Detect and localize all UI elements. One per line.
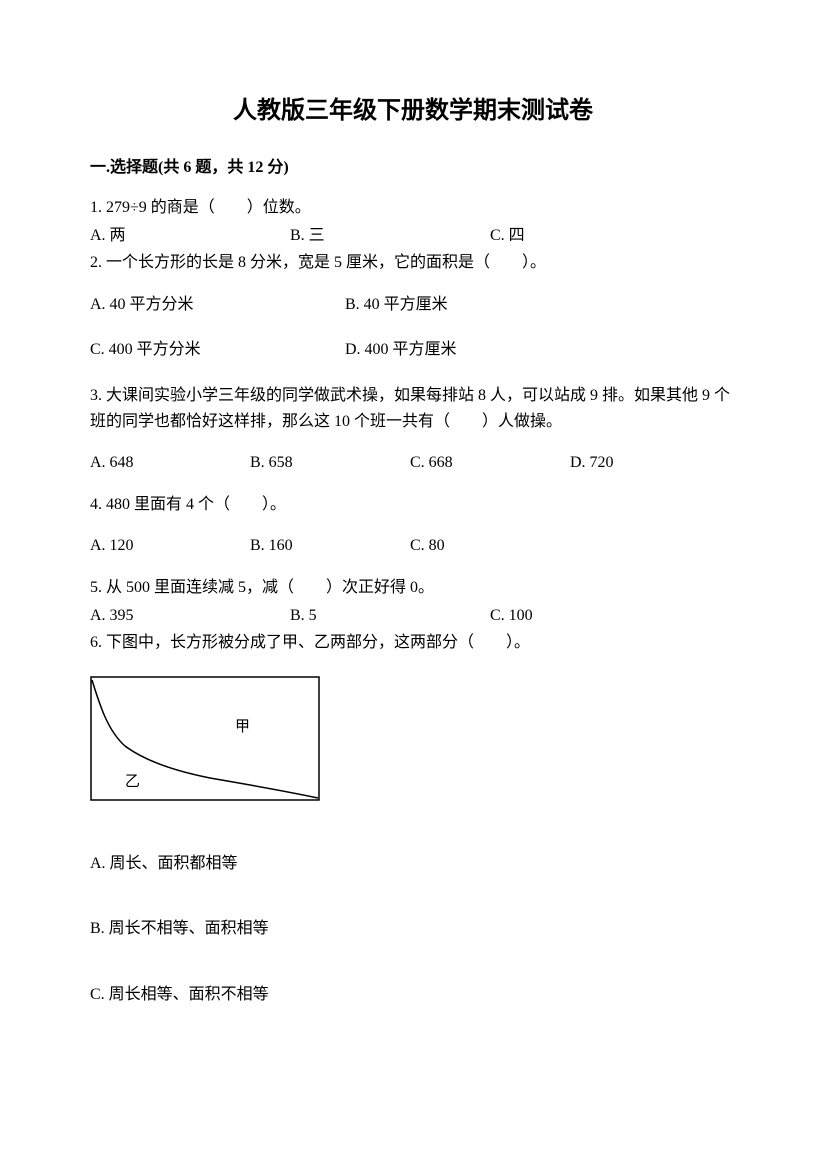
question-2-options-row2: C. 400 平方分米 D. 400 平方厘米 xyxy=(90,337,736,363)
q5-option-b: B. 5 xyxy=(290,603,490,629)
question-1: 1. 279÷9 的商是（ ）位数。 A. 两 B. 三 C. 四 xyxy=(90,195,736,248)
question-4-options: A. 120 B. 160 C. 80 xyxy=(90,533,736,559)
q1-option-b: B. 三 xyxy=(290,223,490,249)
question-6-text: 6. 下图中，长方形被分成了甲、乙两部分，这两部分（ ）。 xyxy=(90,630,736,656)
question-4-text: 4. 480 里面有 4 个（ ）。 xyxy=(90,492,736,518)
q3-option-b: B. 658 xyxy=(250,450,410,476)
q3-option-d: D. 720 xyxy=(570,450,690,476)
question-6-figure: 甲 乙 xyxy=(90,676,736,801)
rectangle-divided-figure: 甲 乙 xyxy=(90,676,320,801)
question-2-options-row1: A. 40 平方分米 B. 40 平方厘米 xyxy=(90,292,736,318)
question-4: 4. 480 里面有 4 个（ ）。 A. 120 B. 160 C. 80 xyxy=(90,492,736,559)
question-5: 5. 从 500 里面连续减 5，减（ ）次正好得 0。 A. 395 B. 5… xyxy=(90,575,736,628)
question-3-text: 3. 大课间实验小学三年级的同学做武术操，如果每排站 8 人，可以站成 9 排。… xyxy=(90,383,736,434)
question-6-options: A. 周长、面积都相等 B. 周长不相等、面积相等 C. 周长相等、面积不相等 xyxy=(90,851,736,1008)
q2-option-c: C. 400 平方分米 xyxy=(90,337,345,363)
question-3: 3. 大课间实验小学三年级的同学做武术操，如果每排站 8 人，可以站成 9 排。… xyxy=(90,383,736,476)
question-3-options: A. 648 B. 658 C. 668 D. 720 xyxy=(90,450,736,476)
q3-option-a: A. 648 xyxy=(90,450,250,476)
figure-label-yi: 乙 xyxy=(125,774,140,790)
q2-option-d: D. 400 平方厘米 xyxy=(345,337,565,363)
q2-option-a: A. 40 平方分米 xyxy=(90,292,345,318)
question-6: 6. 下图中，长方形被分成了甲、乙两部分，这两部分（ ）。 甲 乙 A. 周长、… xyxy=(90,630,736,1007)
figure-label-jia: 甲 xyxy=(235,719,250,735)
q4-option-c: C. 80 xyxy=(410,533,570,559)
q4-option-a: A. 120 xyxy=(90,533,250,559)
question-2-text: 2. 一个长方形的长是 8 分米，宽是 5 厘米，它的面积是（ ）。 xyxy=(90,250,736,276)
q2-option-b: B. 40 平方厘米 xyxy=(345,292,565,318)
q1-option-a: A. 两 xyxy=(90,223,290,249)
q6-option-a: A. 周长、面积都相等 xyxy=(90,851,736,877)
section-1-header: 一.选择题(共 6 题，共 12 分) xyxy=(90,153,736,177)
q4-option-b: B. 160 xyxy=(250,533,410,559)
question-1-options: A. 两 B. 三 C. 四 xyxy=(90,223,736,249)
question-5-text: 5. 从 500 里面连续减 5，减（ ）次正好得 0。 xyxy=(90,575,736,601)
page-title: 人教版三年级下册数学期末测试卷 xyxy=(90,90,736,125)
question-1-text: 1. 279÷9 的商是（ ）位数。 xyxy=(90,195,736,221)
question-5-options: A. 395 B. 5 C. 100 xyxy=(90,603,736,629)
q5-option-c: C. 100 xyxy=(490,603,640,629)
q1-option-c: C. 四 xyxy=(490,223,640,249)
q6-option-b: B. 周长不相等、面积相等 xyxy=(90,916,736,942)
q6-option-c: C. 周长相等、面积不相等 xyxy=(90,982,736,1008)
q5-option-a: A. 395 xyxy=(90,603,290,629)
q3-option-c: C. 668 xyxy=(410,450,570,476)
question-2: 2. 一个长方形的长是 8 分米，宽是 5 厘米，它的面积是（ ）。 A. 40… xyxy=(90,250,736,363)
